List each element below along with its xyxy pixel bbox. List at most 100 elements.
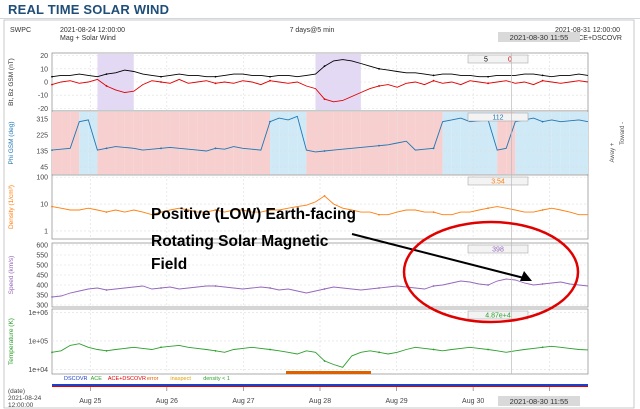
data-point: [105, 147, 108, 150]
app-header: REAL TIME SOLAR WIND: [0, 0, 640, 19]
date-row-start-time: 12:00:00: [8, 402, 34, 409]
source-sub-label: Mag + Solar Wind: [60, 35, 116, 42]
data-point: [214, 349, 217, 352]
phi-sector-band: [61, 112, 71, 174]
data-point: [323, 195, 326, 197]
data-point: [541, 79, 544, 82]
data-point: [487, 82, 489, 85]
side-label-toward: Toward -: [620, 122, 626, 145]
data-point: [378, 287, 380, 289]
series-line-speed: [51, 278, 589, 298]
status-bar-source: [52, 386, 588, 387]
data-point: [51, 149, 53, 152]
readout-value: 5: [484, 57, 488, 64]
data-point: [432, 74, 435, 77]
phi-sector-band: [224, 112, 234, 174]
series-line-phi: [51, 115, 589, 153]
phi-sector-band: [288, 112, 298, 174]
legend-item: density < 1: [203, 376, 230, 382]
phi-sector-band: [497, 112, 507, 174]
data-point: [269, 75, 271, 78]
phi-sector-band: [151, 112, 162, 174]
data-point: [105, 73, 108, 75]
x-tick-label: Aug 26: [156, 398, 178, 405]
series-line-bt: [51, 59, 589, 78]
data-point: [487, 75, 489, 78]
phi-sector-band: [388, 112, 398, 174]
data-point: [432, 285, 435, 287]
phi-sector-band: [415, 112, 425, 174]
y-tick-label: 225: [36, 133, 48, 140]
phi-sector-band: [578, 112, 588, 174]
window-label: 7 days@5 min: [290, 27, 335, 34]
data-point: [541, 283, 544, 285]
y-tick-label: 10: [40, 66, 48, 73]
data-point: [214, 82, 217, 85]
phi-sector-band: [333, 112, 343, 174]
data-point: [105, 211, 108, 214]
cursor-time-box-bottom: [498, 396, 580, 406]
status-bar-source: [52, 384, 588, 386]
data-point: [51, 75, 53, 78]
data-point: [378, 67, 380, 70]
y-tick-label: 1e+05: [28, 338, 48, 345]
data-point: [160, 346, 162, 349]
date-row-start-date: 2021-08-24: [8, 395, 42, 402]
shade-region: [97, 54, 134, 110]
data-point: [105, 289, 108, 291]
annotation-text-line: Positive (LOW) Earth-facing: [151, 206, 356, 223]
data-point: [432, 211, 435, 214]
phi-sector-band: [88, 112, 98, 174]
end-time-label: 2021-08-31 12:00:00: [555, 27, 620, 34]
phi-sector-band: [524, 112, 534, 174]
legend-item: ACE: [91, 376, 103, 382]
legend-item: ACE+DSCOVR: [108, 376, 146, 382]
y-tick-label: 500: [36, 263, 48, 270]
data-point: [269, 287, 271, 289]
phi-sector-band: [270, 112, 280, 174]
y-tick-label: 0: [44, 80, 48, 87]
phi-sector-band: [251, 112, 261, 174]
readout-value: 4.87e+4: [485, 313, 511, 320]
y-axis-label: Density (1/cm³): [8, 185, 15, 229]
data-point: [323, 360, 326, 362]
data-point: [541, 209, 544, 211]
cursor-time-bottom: 2021-08-30 11:55: [510, 397, 569, 406]
phi-sector-band: [142, 112, 152, 174]
y-axis-label: Speed (km/s): [8, 256, 15, 295]
y-tick-label: 1e+06: [28, 310, 48, 317]
legend-item: DSCOVR: [64, 376, 88, 382]
phi-sector-band: [469, 112, 479, 174]
panel-phi: 315 225 135 45 Phi GSM (deg) 112 Away + Toward …: [8, 110, 626, 176]
phi-sector-band: [233, 112, 243, 174]
y-tick-label: 350: [36, 293, 48, 300]
y-axis-label: Phi GSM (deg): [8, 122, 15, 165]
data-point: [160, 147, 162, 150]
y-tick-label: 550: [36, 253, 48, 260]
y-tick-label: 400: [36, 283, 48, 290]
phi-sector-band: [170, 112, 180, 174]
phi-sector-band: [551, 112, 561, 174]
data-point: [378, 85, 380, 87]
data-point: [487, 207, 489, 210]
page-title: REAL TIME SOLAR WIND: [8, 2, 170, 17]
readout-box: [467, 244, 529, 254]
phi-sector-band: [460, 112, 470, 174]
phi-sector-band: [115, 112, 125, 174]
phi-sector-band: [451, 112, 461, 174]
phi-sector-band: [379, 112, 389, 174]
data-point: [323, 98, 326, 101]
annotation-arrowhead: [520, 271, 532, 281]
data-point: [160, 287, 162, 289]
series-line-bz: [51, 78, 589, 103]
date-row-label: (date): [8, 388, 25, 395]
data-point: [378, 213, 380, 216]
panel-density: 100 10 1 Density (1/cm³) 3.54: [8, 175, 589, 240]
data-point: [432, 79, 435, 82]
x-tick-label: Aug 29: [385, 398, 407, 405]
data-point: [51, 296, 53, 298]
y-tick-label: 45: [40, 165, 48, 172]
side-label-away: Away +: [610, 142, 616, 162]
y-axis-label: Bt, Bz GSM (nT): [8, 58, 15, 106]
phi-sector-band: [279, 112, 289, 174]
